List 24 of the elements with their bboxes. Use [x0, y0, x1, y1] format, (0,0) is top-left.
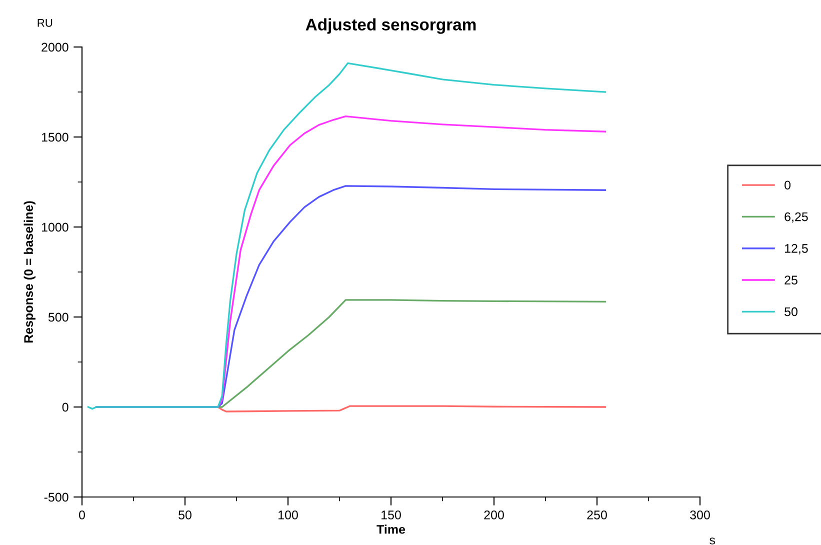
x-tick-label: 50 [178, 510, 192, 520]
x-tick-label: 100 [278, 510, 298, 520]
x-tick-label: 200 [484, 510, 504, 520]
x-axis-title: Time [376, 524, 406, 534]
y-tick-label: -500 [44, 492, 68, 502]
legend-label: 6,25 [784, 212, 808, 223]
x-tick-label: 250 [587, 510, 607, 520]
x-tick-label: 300 [690, 510, 710, 520]
chart-title: Adjusted sensorgram [306, 18, 476, 34]
x-tick-label: 150 [382, 510, 401, 520]
y-tick-label: 1000 [42, 222, 68, 232]
y-tick-label: 1500 [42, 132, 68, 142]
legend-label: 50 [784, 307, 798, 316]
y-axis-title: Response (0 = baseline) [24, 201, 36, 343]
legend-label: 12,5 [785, 244, 808, 254]
line-series [87, 62, 606, 410]
y-tick-label: 2000 [42, 42, 68, 52]
text: RU [38, 19, 52, 27]
y-tick-label: 0 [62, 402, 68, 412]
text: s [710, 538, 716, 544]
y-tick-label: 500 [48, 312, 68, 322]
legend-label: 0 [784, 180, 791, 190]
x-tick-label: 0 [79, 510, 85, 520]
legend-label: 25 [784, 276, 798, 285]
